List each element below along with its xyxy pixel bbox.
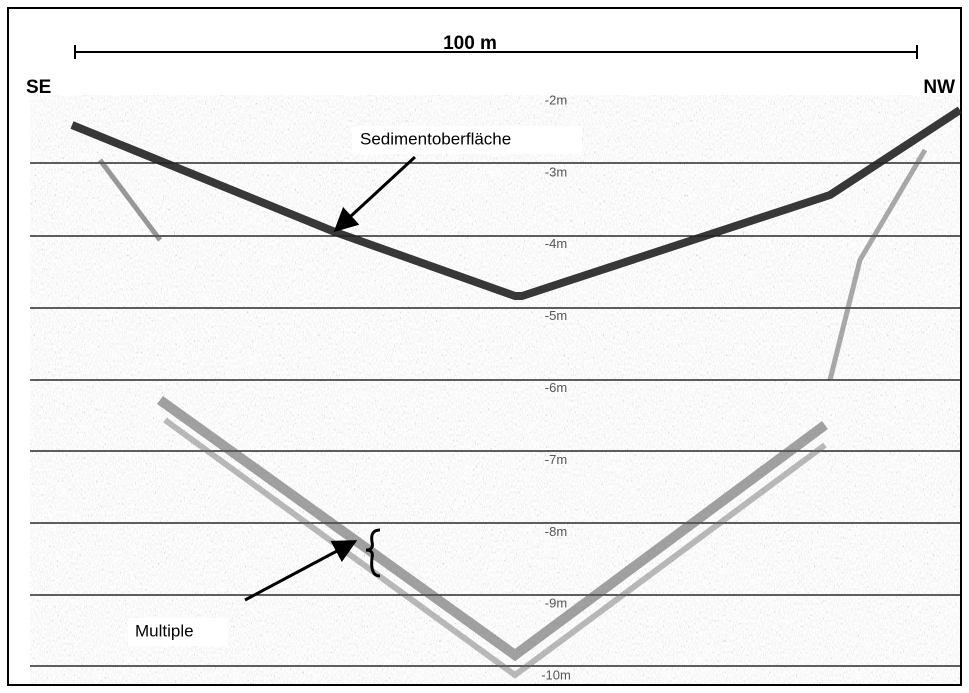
depth-label: -10m bbox=[541, 668, 571, 683]
figure: -2m -3m -4m -5m -6m -7m -8m -9m -10m 100 m SE NW… bbox=[0, 0, 969, 693]
depth-label: -6m bbox=[545, 380, 567, 395]
depth-label: -5m bbox=[545, 308, 567, 323]
depth-label: -8m bbox=[545, 524, 567, 539]
multiple-label: Multiple bbox=[135, 621, 194, 640]
depth-label: -9m bbox=[545, 596, 567, 611]
depth-label: -4m bbox=[545, 236, 567, 251]
direction-right: NW bbox=[923, 77, 955, 98]
sonar-image bbox=[30, 95, 960, 684]
depth-label: -2m bbox=[545, 92, 567, 107]
depth-label: -7m bbox=[545, 452, 567, 467]
direction-left: SE bbox=[26, 77, 51, 98]
scale-label: 100 m bbox=[443, 33, 497, 54]
depth-label: -3m bbox=[545, 164, 567, 179]
surface-label: Sedimentoberfläche bbox=[360, 129, 511, 148]
